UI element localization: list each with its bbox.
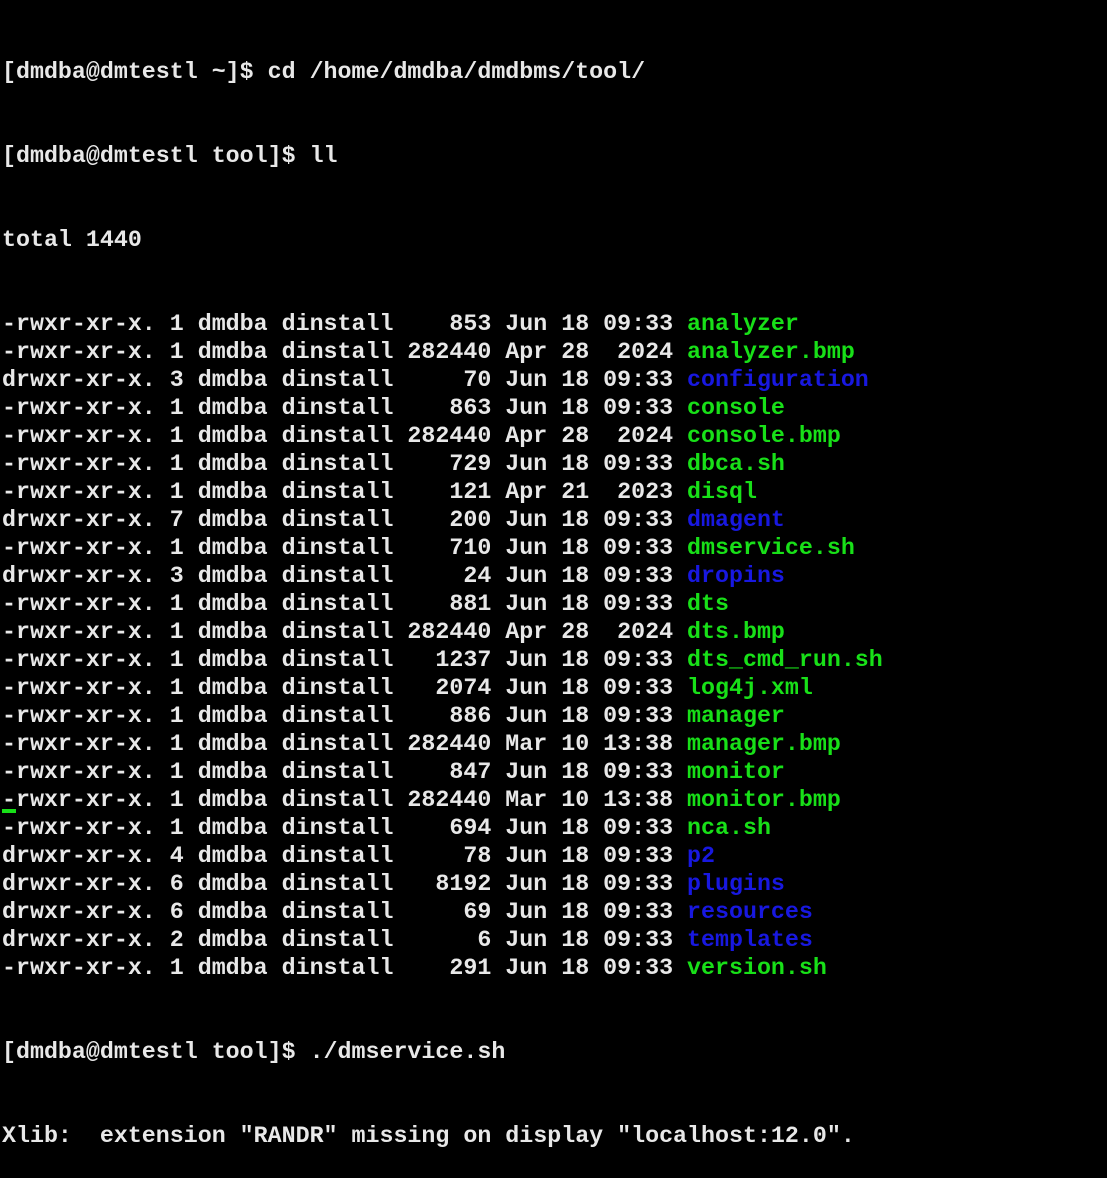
listing-row: -rwxr-xr-x. 1 dmdba dinstall 853 Jun 18 … [2, 310, 883, 338]
file-metadata: -rwxr-xr-x. 1 dmdba dinstall 729 Jun 18 … [2, 451, 688, 477]
file-metadata: -rwxr-xr-x. 1 dmdba dinstall 282440 Apr … [2, 619, 688, 645]
file-metadata: -rwxr-xr-x. 1 dmdba dinstall 881 Jun 18 … [2, 591, 688, 617]
file-name: dbca.sh [687, 451, 785, 477]
listing-row: -rwxr-xr-x. 1 dmdba dinstall 291 Jun 18 … [2, 954, 883, 982]
file-metadata: -rwxr-xr-x. 1 dmdba dinstall 1237 Jun 18… [2, 647, 688, 673]
file-name: dts_cmd_run.sh [687, 647, 883, 673]
listing-row: -rwxr-xr-x. 1 dmdba dinstall 694 Jun 18 … [2, 814, 883, 842]
file-name: analyzer.bmp [687, 339, 855, 365]
file-listing: -rwxr-xr-x. 1 dmdba dinstall 853 Jun 18 … [2, 310, 883, 982]
file-name: console [687, 395, 785, 421]
error-message: Xlib: extension "RANDR" missing on displ… [2, 1123, 855, 1149]
listing-row: drwxr-xr-x. 3 dmdba dinstall 24 Jun 18 0… [2, 562, 883, 590]
listing-row: -rwxr-xr-x. 1 dmdba dinstall 881 Jun 18 … [2, 590, 883, 618]
directory-name: p2 [687, 843, 716, 869]
listing-row: -rwxr-xr-x. 1 dmdba dinstall 2074 Jun 18… [2, 674, 883, 702]
directory-name: configuration [687, 367, 869, 393]
listing-row: -rwxr-xr-x. 1 dmdba dinstall 282440 Apr … [2, 338, 883, 366]
file-metadata: drwxr-xr-x. 4 dmdba dinstall 78 Jun 18 0… [2, 843, 688, 869]
file-metadata: -rwxr-xr-x. 1 dmdba dinstall 121 Apr 21 … [2, 479, 688, 505]
directory-name: dropins [687, 563, 785, 589]
terminal-output[interactable]: [dmdba@dmtestl ~]$ cd /home/dmdba/dmdbms… [2, 2, 883, 1178]
file-name: manager.bmp [687, 731, 841, 757]
listing-row: drwxr-xr-x. 2 dmdba dinstall 6 Jun 18 09… [2, 926, 883, 954]
file-metadata: -rwxr-xr-x. 1 dmdba dinstall 853 Jun 18 … [2, 311, 688, 337]
listing-row: -rwxr-xr-x. 1 dmdba dinstall 282440 Mar … [2, 786, 883, 814]
listing-row: -rwxr-xr-x. 1 dmdba dinstall 282440 Mar … [2, 730, 883, 758]
file-name: monitor.bmp [687, 787, 841, 813]
directory-name: dmagent [687, 507, 785, 533]
terminal-cursor [2, 809, 16, 813]
listing-row: drwxr-xr-x. 4 dmdba dinstall 78 Jun 18 0… [2, 842, 883, 870]
listing-row: drwxr-xr-x. 6 dmdba dinstall 8192 Jun 18… [2, 870, 883, 898]
listing-row: drwxr-xr-x. 7 dmdba dinstall 200 Jun 18 … [2, 506, 883, 534]
listing-row: -rwxr-xr-x. 1 dmdba dinstall 282440 Apr … [2, 618, 883, 646]
file-metadata: drwxr-xr-x. 6 dmdba dinstall 69 Jun 18 0… [2, 899, 688, 925]
file-metadata: -rwxr-xr-x. 1 dmdba dinstall 282440 Mar … [2, 787, 688, 813]
listing-row: drwxr-xr-x. 3 dmdba dinstall 70 Jun 18 0… [2, 366, 883, 394]
file-metadata: -rwxr-xr-x. 1 dmdba dinstall 282440 Apr … [2, 339, 688, 365]
file-metadata: drwxr-xr-x. 3 dmdba dinstall 24 Jun 18 0… [2, 563, 688, 589]
file-name: dts [687, 591, 729, 617]
file-name: log4j.xml [687, 675, 813, 701]
file-metadata: -rwxr-xr-x. 1 dmdba dinstall 886 Jun 18 … [2, 703, 688, 729]
file-metadata: drwxr-xr-x. 2 dmdba dinstall 6 Jun 18 09… [2, 927, 688, 953]
file-name: monitor [687, 759, 785, 785]
file-metadata: -rwxr-xr-x. 1 dmdba dinstall 694 Jun 18 … [2, 815, 688, 841]
file-name: analyzer [687, 311, 799, 337]
file-metadata: -rwxr-xr-x. 1 dmdba dinstall 863 Jun 18 … [2, 395, 688, 421]
listing-row: -rwxr-xr-x. 1 dmdba dinstall 863 Jun 18 … [2, 394, 883, 422]
file-metadata: -rwxr-xr-x. 1 dmdba dinstall 2074 Jun 18… [2, 675, 688, 701]
file-name: version.sh [687, 955, 827, 981]
file-name: nca.sh [687, 815, 771, 841]
total-line: total 1440 [2, 227, 142, 253]
file-name: disql [687, 479, 757, 505]
file-name: dts.bmp [687, 619, 785, 645]
file-metadata: -rwxr-xr-x. 1 dmdba dinstall 710 Jun 18 … [2, 535, 688, 561]
directory-name: plugins [687, 871, 785, 897]
listing-row: -rwxr-xr-x. 1 dmdba dinstall 886 Jun 18 … [2, 702, 883, 730]
listing-row: -rwxr-xr-x. 1 dmdba dinstall 282440 Apr … [2, 422, 883, 450]
file-metadata: -rwxr-xr-x. 1 dmdba dinstall 282440 Apr … [2, 423, 688, 449]
file-name: dmservice.sh [687, 535, 855, 561]
file-metadata: drwxr-xr-x. 7 dmdba dinstall 200 Jun 18 … [2, 507, 688, 533]
file-metadata: drwxr-xr-x. 3 dmdba dinstall 70 Jun 18 0… [2, 367, 688, 393]
listing-row: -rwxr-xr-x. 1 dmdba dinstall 847 Jun 18 … [2, 758, 883, 786]
file-name: manager [687, 703, 785, 729]
listing-row: drwxr-xr-x. 6 dmdba dinstall 69 Jun 18 0… [2, 898, 883, 926]
file-metadata: -rwxr-xr-x. 1 dmdba dinstall 282440 Mar … [2, 731, 688, 757]
listing-row: -rwxr-xr-x. 1 dmdba dinstall 710 Jun 18 … [2, 534, 883, 562]
listing-row: -rwxr-xr-x. 1 dmdba dinstall 1237 Jun 18… [2, 646, 883, 674]
command-line: [dmdba@dmtestl tool]$ ll [2, 143, 338, 169]
listing-row: -rwxr-xr-x. 1 dmdba dinstall 121 Apr 21 … [2, 478, 883, 506]
file-name: console.bmp [687, 423, 841, 449]
command-line: [dmdba@dmtestl tool]$ ./dmservice.sh [2, 1039, 506, 1065]
file-metadata: -rwxr-xr-x. 1 dmdba dinstall 291 Jun 18 … [2, 955, 688, 981]
directory-name: templates [687, 927, 813, 953]
file-metadata: -rwxr-xr-x. 1 dmdba dinstall 847 Jun 18 … [2, 759, 688, 785]
command-line: [dmdba@dmtestl ~]$ cd /home/dmdba/dmdbms… [2, 59, 646, 85]
directory-name: resources [687, 899, 813, 925]
file-metadata: drwxr-xr-x. 6 dmdba dinstall 8192 Jun 18… [2, 871, 688, 897]
listing-row: -rwxr-xr-x. 1 dmdba dinstall 729 Jun 18 … [2, 450, 883, 478]
